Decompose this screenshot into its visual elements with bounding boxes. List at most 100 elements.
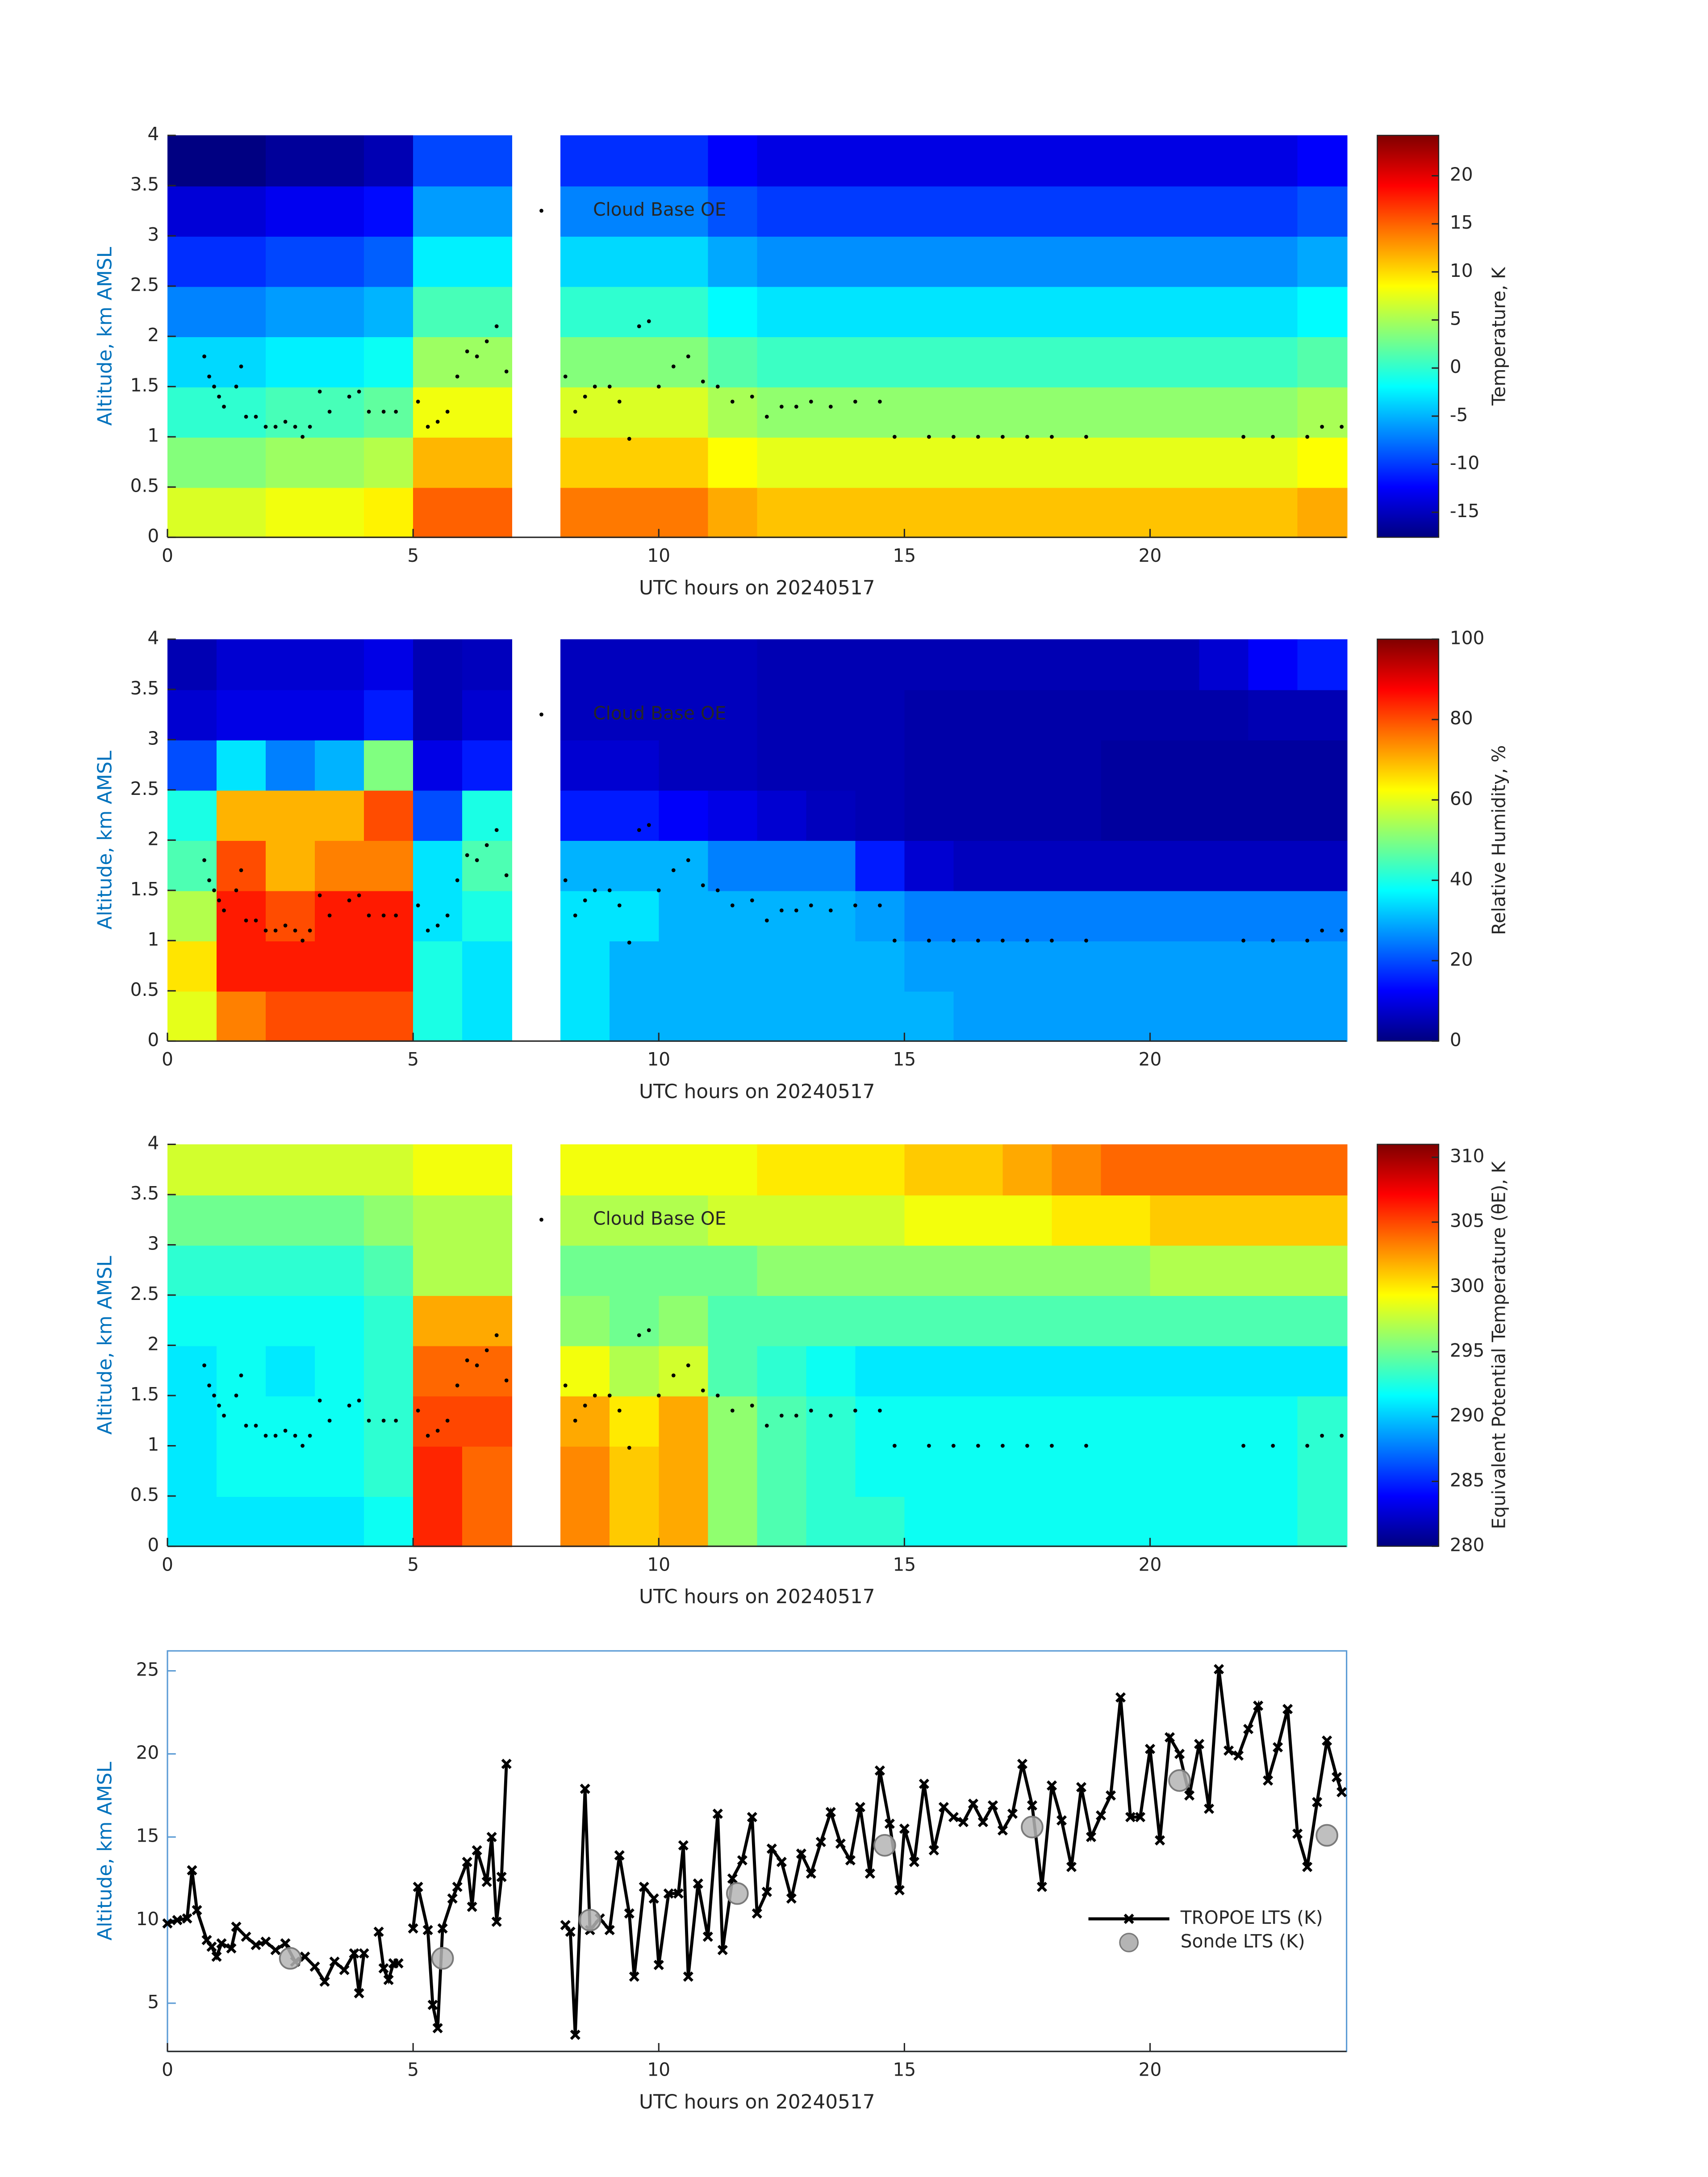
heat-cell [1199,1446,1249,1497]
heat-cell [1297,890,1348,942]
heat-cell [610,890,660,942]
heat-cell [953,639,1004,690]
heat-cell [413,1144,464,1195]
heat-cell [1150,487,1200,538]
cloud-base-point [952,435,956,439]
lts-marker [1095,1810,1107,1821]
heat-cell [364,940,414,992]
lts-marker [393,1958,404,1969]
heat-cell [806,740,856,791]
heat-cell [1002,487,1053,538]
heat-cell [953,1496,1004,1547]
cloud-base-point [222,908,226,913]
heat-cell [1150,185,1200,237]
heat-cell [1199,135,1249,187]
heat-cell [855,1295,906,1346]
heat-cell [904,689,955,741]
cloud-base-point [217,394,221,399]
heat-cell [610,386,660,438]
cloud-base-point [1271,1444,1275,1448]
cloud-base-point [1241,1444,1245,1448]
lts-marker [300,1951,310,1962]
x-axis-label: UTC hours on 20240517 [639,2090,875,2113]
heat-cell [757,437,807,488]
heat-cell [1297,336,1348,388]
heat-cell [1052,1245,1102,1296]
heat-cell [266,1295,316,1346]
legend-marker [1123,1914,1134,1924]
heat-cell [953,185,1004,237]
heat-cell [953,135,1004,187]
heat-cell [1199,639,1249,690]
heat-cell [364,487,414,538]
cloud-base-point [671,868,676,873]
heat-cell [1199,487,1249,538]
lts-marker [383,1975,394,1985]
heat-cell [1101,890,1151,942]
heat-cell [560,1144,611,1195]
heat-cell [266,1245,316,1296]
cloud-base-point [715,1393,720,1398]
heat-cell [462,890,513,942]
cloud-base-point [254,918,258,923]
cloud-base-point [254,1424,258,1428]
heat-cell [806,336,856,388]
heat-cell [217,1446,267,1497]
cloud-base-point [244,1424,248,1428]
heat-cell [855,487,906,538]
heat-cell [315,639,365,690]
cloud-base-point [301,1444,305,1448]
lts-marker [447,1893,458,1904]
cloud-base-point [234,1393,238,1398]
heat-cell [413,740,464,791]
lts-marker [948,1812,959,1822]
heat-cell [1199,1144,1249,1195]
cloud-base-point [263,425,268,429]
heat-cell [757,236,807,287]
y-tick-label: 2.5 [130,1283,159,1304]
cloud-base-point [367,1418,371,1423]
heat-cell [266,185,316,237]
lts-marker [1184,1790,1195,1801]
heat-cell [1248,135,1299,187]
heat-cell [266,1396,316,1447]
cloud-base-point [686,354,690,359]
heat-cell [806,1345,856,1396]
cloud-base-point [494,1333,499,1337]
cloud-base-point [617,400,622,404]
cloud-base-point [853,400,857,404]
lts-marker [1262,1775,1274,1786]
heat-cell [266,840,316,891]
heat-cell [1101,940,1151,992]
heat-cell [953,840,1004,891]
colorbar-tick-label: 100 [1450,627,1485,648]
colorbar-tick-label: 305 [1450,1210,1485,1232]
cloud-base-point [1340,928,1344,933]
heat-cell [1150,940,1200,992]
cloud-base-point [686,1363,690,1367]
heat-cell [953,1345,1004,1396]
heat-cell [659,1195,709,1246]
heat-cell [1052,1195,1102,1246]
cloud-base-point [952,938,956,943]
heat-cell [1248,840,1299,891]
cloud-base-point [583,898,587,903]
cloud-base-point [878,903,882,907]
cloud-base-point [607,888,612,893]
lts-marker [648,1893,659,1904]
heat-cell [560,1345,611,1396]
heat-cell [167,386,217,438]
lts-marker [1194,1738,1205,1749]
heat-cell [855,386,906,438]
heat-cell [806,185,856,237]
cloud-base-point [563,878,568,882]
heat-cell [1150,1496,1200,1547]
cloud-base-point [207,1383,211,1387]
heat-cell [1297,990,1348,1042]
lts-marker [580,1784,590,1794]
heat-cell [1297,1144,1348,1195]
heat-cell [413,840,464,891]
heat-cell [757,1195,807,1246]
colorbar-tick-label: 5 [1450,308,1462,330]
cloud-base-point [308,1433,312,1438]
